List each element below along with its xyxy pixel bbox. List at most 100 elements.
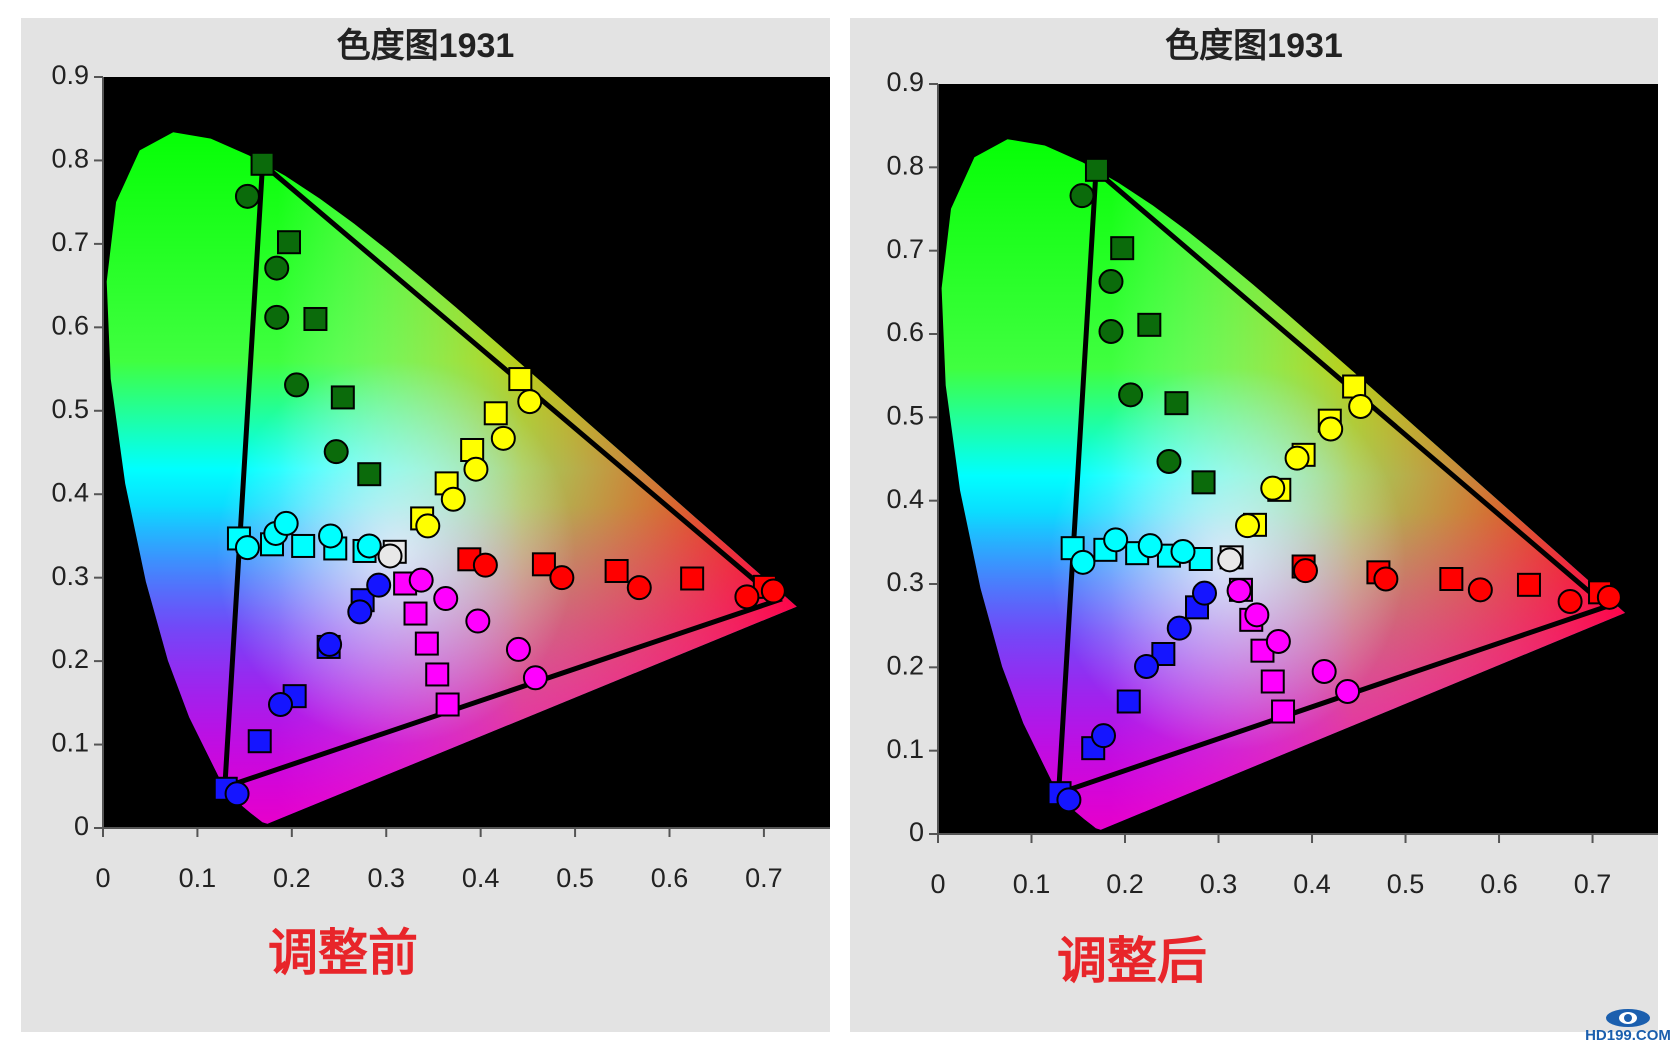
y-tick-label: 0 bbox=[74, 811, 89, 841]
x-tick-label: 0.7 bbox=[1574, 869, 1612, 899]
measured-point bbox=[318, 523, 344, 549]
measured-point bbox=[1335, 679, 1361, 704]
measured-point bbox=[366, 572, 392, 598]
y-tick-label: 0.4 bbox=[51, 477, 89, 507]
watermark-logo bbox=[1606, 1009, 1650, 1027]
measured-point bbox=[1226, 578, 1252, 604]
measured-point bbox=[1191, 580, 1217, 606]
measured-point bbox=[1557, 589, 1583, 614]
measured-point bbox=[760, 578, 786, 604]
measured-point bbox=[268, 692, 294, 718]
x-tick-label: 0.5 bbox=[1387, 869, 1425, 899]
measured-point bbox=[549, 565, 575, 591]
target-square bbox=[291, 533, 316, 558]
measured-point bbox=[234, 535, 260, 561]
x-tick-label: 0.4 bbox=[462, 863, 500, 893]
target-square bbox=[1439, 567, 1464, 591]
target-square bbox=[414, 631, 439, 656]
measured-point bbox=[1118, 382, 1144, 408]
measured-point bbox=[626, 575, 652, 601]
measured-point bbox=[1103, 527, 1129, 553]
target-square bbox=[1516, 572, 1541, 597]
measured-point bbox=[505, 636, 531, 662]
measured-point bbox=[356, 533, 382, 559]
target-square bbox=[1191, 470, 1216, 495]
measured-point bbox=[1311, 659, 1337, 684]
target-square bbox=[1137, 312, 1162, 337]
measured-point bbox=[1091, 723, 1117, 749]
annotation: 调整前 bbox=[268, 925, 418, 981]
measured-point bbox=[1284, 445, 1310, 471]
measured-point bbox=[490, 425, 516, 451]
measured-point bbox=[347, 599, 373, 625]
measured-point bbox=[1134, 654, 1160, 679]
target-square bbox=[250, 151, 275, 176]
measured-point bbox=[234, 183, 260, 209]
x-tick-label: 0.3 bbox=[1200, 869, 1238, 899]
y-tick-label: 0.7 bbox=[886, 234, 924, 264]
y-tick-label: 0.2 bbox=[886, 650, 924, 680]
measured-point bbox=[1265, 629, 1291, 654]
y-tick-label: 0.3 bbox=[51, 561, 89, 591]
measured-point bbox=[1137, 533, 1163, 559]
measured-point bbox=[317, 631, 343, 657]
measured-point bbox=[323, 439, 349, 465]
y-tick-label: 0.7 bbox=[51, 227, 89, 257]
target-square bbox=[425, 662, 450, 687]
x-tick-label: 0.4 bbox=[1293, 869, 1331, 899]
target-square bbox=[1110, 236, 1135, 261]
target-square bbox=[330, 385, 355, 410]
y-tick-label: 0.8 bbox=[51, 144, 89, 174]
x-tick-label: 0 bbox=[930, 869, 945, 899]
target-square bbox=[1116, 689, 1141, 714]
measured-point bbox=[264, 255, 290, 281]
chart-panel: 色度图1931 0 0.1 0.2 0.3 0.4 0.5 0.6 0.7 0.8 0.9 0 0.1 0… bbox=[21, 18, 830, 1032]
measured-point bbox=[1217, 547, 1243, 573]
measured-point bbox=[1098, 269, 1124, 294]
target-square bbox=[1084, 157, 1109, 182]
measured-point bbox=[1348, 394, 1374, 419]
measured-point bbox=[522, 665, 548, 691]
measured-point bbox=[224, 781, 250, 807]
y-tick-label: 0.2 bbox=[51, 644, 89, 674]
x-tick-label: 0.1 bbox=[179, 863, 217, 893]
target-square bbox=[247, 729, 272, 754]
measured-point bbox=[1166, 615, 1192, 641]
x-tick-label: 0.3 bbox=[367, 863, 405, 893]
measured-point bbox=[1292, 558, 1318, 584]
target-square bbox=[1151, 642, 1176, 666]
chart-panel: 色度图1931 0 0.1 0.2 0.3 0.4 0.5 0.6 0.7 0.8 0.9 0 0.1 0… bbox=[850, 18, 1658, 1032]
measured-point bbox=[472, 552, 498, 578]
target-square bbox=[357, 462, 382, 487]
measured-point bbox=[1244, 602, 1270, 628]
measured-point bbox=[273, 510, 299, 536]
y-tick-label: 0.3 bbox=[886, 567, 924, 597]
watermark: HD199.COM bbox=[1585, 1027, 1671, 1044]
measured-point bbox=[1318, 416, 1344, 442]
target-square bbox=[531, 552, 556, 577]
measured-point bbox=[264, 304, 290, 330]
measured-point bbox=[377, 543, 403, 569]
target-square bbox=[435, 692, 460, 717]
x-tick-label: 0 bbox=[95, 863, 110, 893]
measured-point bbox=[734, 584, 760, 610]
target-square bbox=[1164, 391, 1189, 416]
chart-title: 色度图1931 bbox=[337, 27, 515, 65]
y-tick-label: 0 bbox=[909, 817, 924, 847]
annotation: 调整后 bbox=[1057, 933, 1207, 989]
y-tick-label: 0.9 bbox=[886, 67, 924, 97]
x-tick-label: 0.6 bbox=[1480, 869, 1518, 899]
measured-point bbox=[1260, 475, 1286, 501]
y-tick-label: 0.1 bbox=[886, 734, 924, 764]
measured-point bbox=[463, 456, 489, 482]
y-tick-label: 0.6 bbox=[51, 310, 89, 340]
target-square bbox=[680, 566, 705, 591]
measured-point bbox=[1373, 566, 1399, 592]
measured-point bbox=[433, 586, 459, 612]
measured-point bbox=[284, 372, 310, 398]
measured-point bbox=[415, 513, 441, 539]
target-square bbox=[1260, 669, 1285, 694]
y-tick-label: 0.9 bbox=[51, 60, 89, 90]
x-tick-label: 0.1 bbox=[1013, 869, 1051, 899]
